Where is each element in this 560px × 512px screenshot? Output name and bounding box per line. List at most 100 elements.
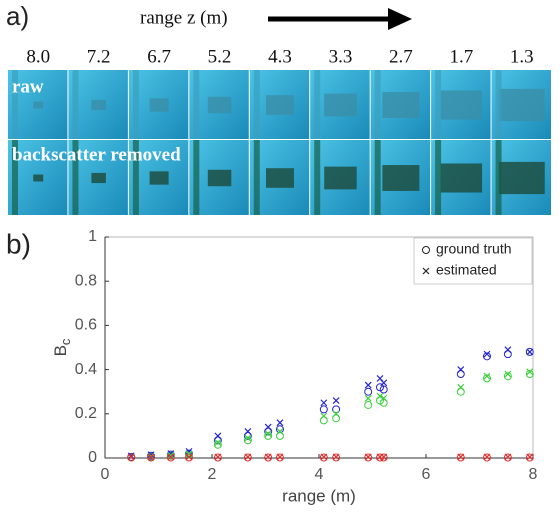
range-label: 2.7: [389, 46, 413, 67]
marker-circle: [482, 352, 491, 361]
color-chart: [91, 99, 106, 111]
marker-circle: [364, 400, 373, 409]
marker-circle: [127, 453, 136, 462]
range-label: 7.2: [87, 46, 111, 67]
color-chart: [382, 92, 420, 118]
color-chart: [33, 101, 44, 109]
marker-x: [483, 453, 491, 461]
marker-x: [244, 434, 252, 442]
marker-x: [332, 410, 340, 418]
marker-circle: [456, 387, 465, 396]
marker-x: [185, 450, 193, 458]
axis-label: range z (m): [140, 7, 228, 28]
marker-circle: [319, 416, 328, 425]
marker-circle: [275, 453, 284, 462]
marker-x: [457, 383, 465, 391]
row-label: backscatter removed: [12, 144, 181, 165]
marker-circle: [364, 453, 373, 462]
marker-x: [264, 430, 272, 438]
y-tick-label: 0: [88, 449, 97, 466]
marker-circle: [319, 453, 328, 462]
marker-x: [332, 453, 340, 461]
y-axis-label: Bc: [51, 338, 73, 356]
marker-circle: [422, 246, 430, 254]
marker-x: [364, 394, 372, 402]
marker-circle: [275, 431, 284, 440]
marker-circle: [503, 372, 512, 381]
structure: [72, 140, 79, 215]
marker-x: [167, 451, 175, 459]
structure: [435, 70, 442, 139]
x-tick-label: 2: [208, 466, 217, 483]
marker-circle: [456, 453, 465, 462]
marker-x: [376, 392, 384, 400]
marker-circle: [319, 405, 328, 414]
marker-circle: [456, 370, 465, 379]
marker-circle: [243, 453, 252, 462]
marker-circle: [264, 427, 273, 436]
marker-x: [276, 428, 284, 435]
panel-label: a): [6, 1, 29, 31]
marker-x: [320, 412, 328, 420]
color-chart: [498, 161, 545, 195]
arrow-head: [388, 8, 412, 30]
color-chart: [498, 88, 545, 122]
range-label: 4.3: [268, 46, 292, 67]
color-chart: [149, 171, 169, 185]
color-chart: [440, 163, 483, 193]
color-chart: [266, 95, 294, 115]
marker-x: [320, 453, 328, 461]
y-tick-label: 0.4: [75, 361, 97, 378]
marker-x: [380, 379, 388, 387]
color-chart: [324, 93, 357, 117]
structure: [435, 140, 442, 215]
structure: [12, 70, 18, 139]
marker-x: [504, 453, 512, 461]
range-label: 1.3: [510, 46, 534, 67]
marker-x: [214, 432, 222, 440]
color-chart: [324, 166, 357, 190]
marker-x: [244, 428, 252, 435]
marker-circle: [332, 414, 341, 423]
color-chart: [33, 174, 44, 182]
panel-label: b): [6, 228, 31, 259]
x-axis-label: range (m): [282, 486, 356, 505]
y-axis-label-main: B: [51, 345, 70, 356]
structure: [374, 70, 381, 139]
legend-label: estimated: [436, 262, 497, 278]
color-chart: [207, 96, 232, 114]
x-tick-label: 6: [422, 466, 431, 483]
range-label: 1.7: [449, 46, 473, 67]
color-chart: [382, 165, 420, 191]
range-label: 5.2: [208, 46, 232, 67]
marker-circle: [264, 431, 273, 440]
structure: [193, 70, 200, 139]
marker-x: [332, 397, 340, 404]
structure: [12, 140, 18, 215]
structure: [314, 70, 321, 139]
marker-circle: [213, 440, 222, 449]
marker-circle: [364, 387, 373, 396]
marker-circle: [525, 370, 534, 379]
marker-circle: [332, 405, 341, 414]
marker-circle: [379, 385, 388, 394]
structure: [374, 140, 381, 215]
structure: [253, 70, 260, 139]
x-tick-label: 0: [101, 466, 110, 483]
legend-label: ground truth: [436, 241, 512, 257]
color-chart: [207, 169, 232, 187]
color-chart: [149, 98, 169, 112]
marker-x: [185, 447, 193, 455]
marker-circle: [213, 453, 222, 462]
y-tick-label: 0.6: [75, 317, 97, 334]
marker-x: [483, 350, 491, 358]
marker-x: [185, 453, 193, 461]
marker-x: [214, 453, 222, 461]
marker-x: [276, 453, 284, 461]
color-chart: [91, 172, 106, 184]
range-label: 6.7: [147, 46, 171, 67]
marker-circle: [332, 453, 341, 462]
marker-circle: [525, 453, 534, 462]
marker-x: [526, 368, 534, 376]
marker-x: [504, 346, 512, 354]
